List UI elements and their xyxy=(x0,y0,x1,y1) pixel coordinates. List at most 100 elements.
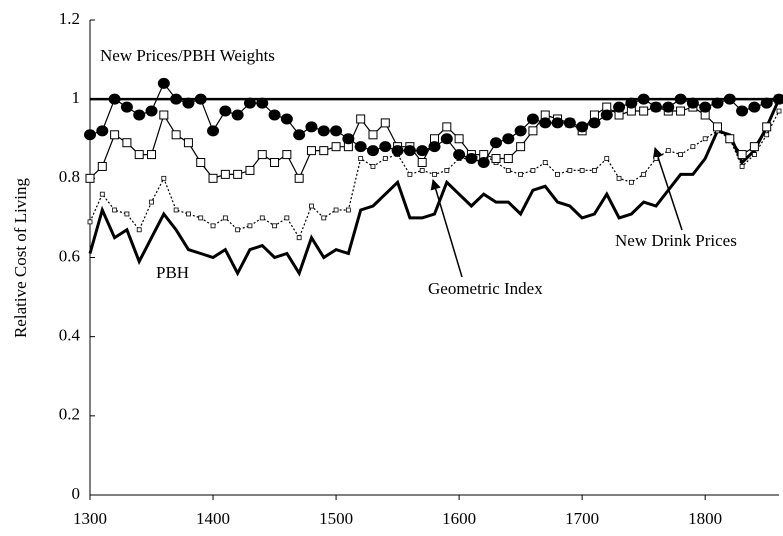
marker xyxy=(403,145,416,157)
marker xyxy=(354,141,367,153)
marker xyxy=(613,101,626,113)
marker xyxy=(477,157,490,168)
marker xyxy=(330,125,343,137)
x-tick-label: 1800 xyxy=(688,509,722,528)
x-tick-label: 1400 xyxy=(196,509,230,528)
marker xyxy=(417,158,427,167)
marker xyxy=(331,142,341,152)
marker xyxy=(465,153,478,165)
marker xyxy=(149,199,154,205)
marker xyxy=(516,142,526,152)
marker xyxy=(653,156,659,161)
y-tick-label: 0.8 xyxy=(59,167,80,186)
marker xyxy=(637,93,650,105)
marker xyxy=(222,215,228,221)
marker xyxy=(356,114,366,124)
marker xyxy=(604,156,610,161)
marker xyxy=(207,125,220,137)
marker xyxy=(366,145,379,157)
marker xyxy=(85,173,95,183)
marker xyxy=(198,215,204,221)
marker xyxy=(600,109,613,121)
marker xyxy=(674,93,687,105)
marker xyxy=(676,106,686,116)
marker xyxy=(751,152,757,157)
marker xyxy=(432,171,437,177)
marker xyxy=(245,165,255,175)
marker xyxy=(293,129,306,141)
marker xyxy=(186,211,191,217)
marker xyxy=(407,171,413,177)
marker xyxy=(122,138,132,148)
marker xyxy=(84,129,96,141)
marker xyxy=(256,97,269,109)
marker xyxy=(665,148,671,154)
marker xyxy=(454,134,464,144)
marker xyxy=(736,105,749,117)
marker xyxy=(762,122,772,132)
marker xyxy=(503,154,513,164)
marker xyxy=(588,117,601,129)
marker xyxy=(368,130,378,140)
marker xyxy=(220,169,230,179)
x-tick-label: 1700 xyxy=(565,509,599,528)
marker xyxy=(530,168,536,173)
marker xyxy=(711,97,724,109)
marker xyxy=(319,146,329,156)
marker xyxy=(309,203,314,209)
marker xyxy=(243,97,256,109)
marker xyxy=(317,125,330,137)
marker xyxy=(440,133,453,145)
marker xyxy=(171,130,181,140)
marker xyxy=(764,132,770,138)
marker xyxy=(539,117,552,129)
marker xyxy=(235,227,241,233)
marker xyxy=(108,93,121,105)
marker xyxy=(134,150,144,160)
marker xyxy=(259,215,265,221)
marker xyxy=(382,156,388,161)
marker xyxy=(592,168,597,173)
marker xyxy=(518,171,524,177)
marker xyxy=(491,154,501,164)
marker xyxy=(490,137,503,149)
marker xyxy=(542,160,548,165)
marker xyxy=(182,97,195,109)
marker xyxy=(358,156,364,161)
marker xyxy=(296,235,302,241)
y-tick-label: 1 xyxy=(72,88,81,107)
marker xyxy=(576,121,589,133)
marker xyxy=(678,152,683,157)
marker xyxy=(702,136,708,142)
y-tick-label: 1.2 xyxy=(59,9,80,28)
marker xyxy=(305,121,318,133)
marker xyxy=(380,118,390,128)
marker xyxy=(502,133,515,145)
marker xyxy=(737,150,747,160)
marker xyxy=(419,168,425,173)
marker xyxy=(196,158,206,167)
series-label: New Drink Prices xyxy=(615,231,737,250)
marker xyxy=(551,117,564,129)
marker xyxy=(96,125,109,137)
marker xyxy=(306,146,316,156)
marker xyxy=(280,113,293,125)
marker xyxy=(686,97,699,109)
marker xyxy=(231,109,244,121)
x-tick-label: 1500 xyxy=(319,509,353,528)
marker xyxy=(99,191,105,197)
marker xyxy=(173,207,179,213)
marker xyxy=(379,141,392,153)
x-tick-label: 1300 xyxy=(73,509,107,528)
marker xyxy=(157,77,170,89)
marker xyxy=(333,207,339,213)
marker xyxy=(555,171,560,177)
marker xyxy=(124,211,130,217)
marker xyxy=(749,142,759,152)
marker xyxy=(723,93,736,105)
y-tick-label: 0.4 xyxy=(59,326,81,345)
marker xyxy=(528,126,538,136)
marker xyxy=(87,219,93,225)
marker xyxy=(616,175,622,181)
